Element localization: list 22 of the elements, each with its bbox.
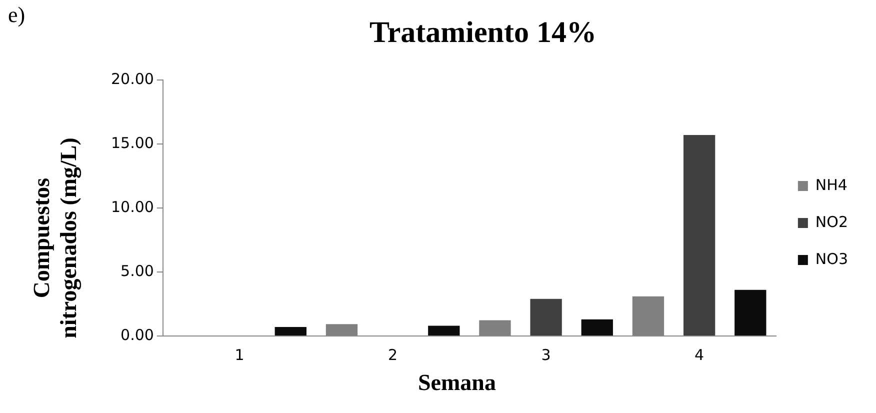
legend-label: NH4 (815, 176, 848, 194)
y-tick-label: 20.00 (110, 70, 154, 88)
legend-label: NO3 (815, 250, 848, 268)
bar (274, 327, 306, 336)
text: e) (8, 2, 26, 28)
y-tick-label: 0.00 (120, 326, 154, 344)
x-axis-title: Semana (417, 370, 497, 396)
bar (530, 298, 562, 336)
y-tick-label: 10.00 (110, 198, 154, 216)
legend-label: NO2 (815, 212, 848, 231)
chart-title: Tratamiento 14% (370, 16, 596, 49)
y-tick-label: 5.00 (120, 262, 154, 280)
x-tick-label: 2 (388, 346, 398, 364)
x-tick-label: 4 (694, 346, 704, 364)
y-axis-title: Compuestos nitrogenados (mg/L) (28, 136, 82, 340)
y-tick-label: 15.00 (110, 134, 154, 152)
bar (734, 290, 766, 336)
x-tick-label: 1 (234, 346, 244, 364)
bar (581, 319, 613, 336)
x-tick-label: 3 (541, 346, 551, 364)
bar (428, 326, 460, 336)
bar (683, 135, 716, 336)
